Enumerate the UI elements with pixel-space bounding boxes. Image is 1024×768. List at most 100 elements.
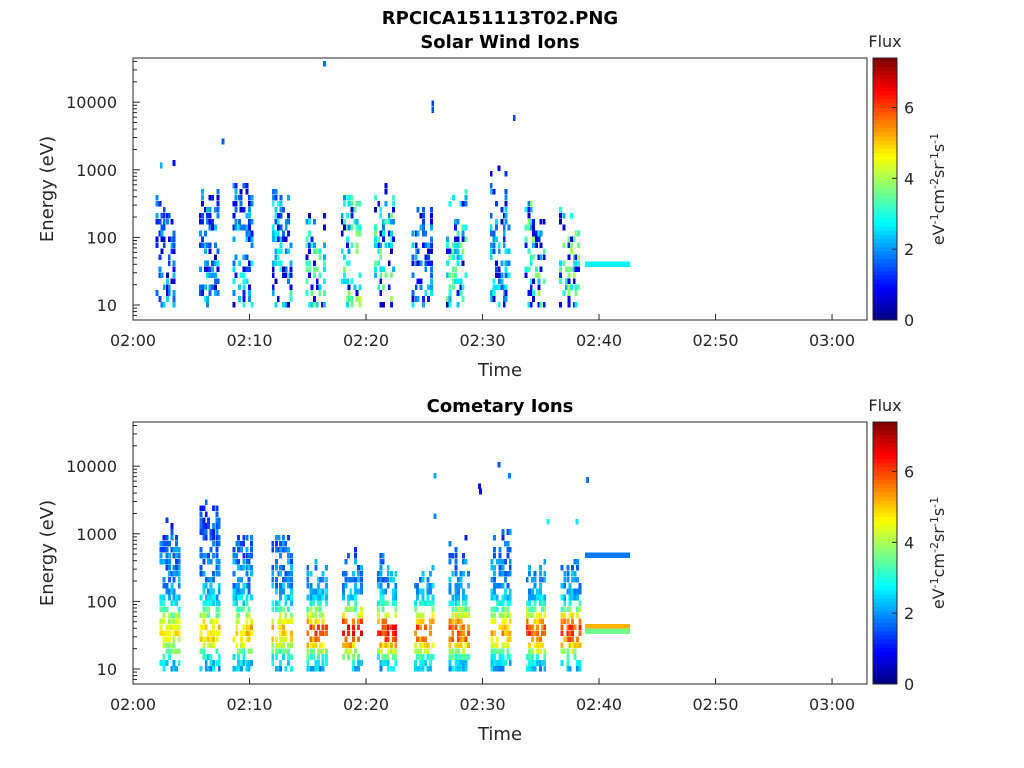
heatmap-cell [495, 648, 499, 654]
heatmap-cell [390, 272, 393, 278]
colorbar-step [873, 139, 897, 145]
heatmap-cell [418, 600, 422, 607]
heatmap-cell [502, 290, 506, 296]
heatmap-cell [248, 218, 251, 225]
heatmap-cell [507, 272, 511, 278]
heatmap-cell [206, 206, 210, 213]
x-tick-label: 03:00 [809, 695, 855, 714]
heatmap-cell [571, 588, 574, 595]
heatmap-cell [245, 630, 249, 636]
heatmap-cell [212, 523, 215, 529]
heatmap-cell [424, 254, 428, 261]
heatmap-cell [245, 278, 249, 284]
heatmap-cell [461, 624, 465, 631]
heatmap-cell [168, 594, 171, 601]
heatmap-cell [563, 576, 567, 583]
heatmap-cell [461, 230, 465, 237]
colorbar-step [873, 471, 897, 476]
heatmap-cell [618, 552, 622, 558]
heatmap-cell [284, 218, 288, 225]
colorbar-step [873, 270, 897, 276]
heatmap-cell [250, 260, 254, 267]
heatmap-cell [452, 195, 455, 201]
heatmap-cell [204, 624, 208, 631]
heatmap-cell [310, 290, 314, 296]
heatmap-cell [237, 559, 240, 565]
heatmap-cell [490, 612, 494, 619]
heatmap-cell [508, 594, 512, 601]
heatmap-cell [172, 570, 176, 577]
heatmap-cell [529, 200, 533, 207]
heatmap-cell [289, 284, 293, 290]
heatmap-cell [416, 296, 420, 302]
heatmap-cell [386, 564, 390, 571]
colorbar-step [873, 569, 897, 575]
heatmap-cell [172, 296, 176, 302]
figure-title: RPCICA151113T02.PNG [382, 8, 618, 29]
heatmap-cell [162, 236, 166, 243]
heatmap-cell [162, 636, 166, 642]
heatmap-cell [199, 553, 203, 559]
heatmap-cell [531, 576, 534, 583]
colorbar-tick-label: 4 [904, 169, 914, 188]
heatmap-cell [377, 200, 381, 207]
heatmap-cell [392, 218, 395, 225]
heatmap-cell [573, 642, 577, 648]
heatmap-cell [357, 576, 360, 583]
colorbar-step [873, 160, 897, 166]
heatmap-cell [574, 260, 578, 267]
heatmap-cell [429, 582, 432, 589]
heatmap-cell [212, 535, 215, 541]
heatmap-cell [590, 261, 594, 267]
heatmap-cell [235, 624, 239, 631]
heatmap-cell [610, 261, 614, 267]
heatmap-cell [175, 541, 178, 547]
heatmap-cell [568, 642, 572, 648]
heatmap-cell [204, 523, 208, 529]
heatmap-cell [578, 618, 582, 625]
colorbar-frame [872, 57, 898, 321]
plot-area[interactable] [132, 57, 868, 321]
heatmap-cell [448, 296, 452, 302]
heatmap-cell [248, 230, 251, 237]
heatmap-cell [282, 648, 285, 654]
heatmap-cell [539, 588, 542, 595]
heatmap-cell [279, 242, 283, 249]
heatmap-cell [165, 636, 169, 642]
heatmap-cell [424, 230, 428, 237]
heatmap-cell [392, 266, 395, 272]
heatmap-cell [289, 260, 293, 267]
heatmap-cell [232, 212, 236, 219]
heatmap-cell [448, 254, 452, 261]
y-tick-label: 100 [86, 228, 117, 247]
heatmap-cell [277, 618, 281, 625]
heatmap-cell [355, 230, 359, 237]
plot-area[interactable] [132, 421, 868, 685]
heatmap-cell [250, 564, 254, 571]
heatmap-cell [543, 630, 547, 636]
heatmap-cell [414, 660, 417, 666]
heatmap-cell [567, 272, 571, 278]
heatmap-cell [501, 618, 505, 625]
heatmap-cell [540, 630, 544, 636]
heatmap-cell [242, 606, 246, 613]
heatmap-cell [528, 660, 532, 666]
heatmap-cell [155, 200, 159, 207]
heatmap-cell [314, 636, 318, 642]
heatmap-cells [155, 60, 630, 308]
heatmap-cell [317, 660, 320, 666]
heatmap-cell [305, 242, 309, 249]
heatmap-cell [459, 612, 463, 619]
heatmap-cell [454, 624, 458, 631]
heatmap-cell [279, 630, 282, 636]
heatmap-cell [162, 206, 166, 213]
heatmap-cell [527, 248, 531, 255]
heatmap-cell [627, 552, 630, 558]
heatmap-cell [374, 195, 378, 201]
heatmap-cell [448, 636, 452, 642]
heatmap-cell [536, 660, 540, 666]
heatmap-cell [170, 278, 174, 284]
heatmap-cell [240, 547, 244, 553]
heatmap-cell [426, 296, 430, 302]
colorbar-step [873, 512, 897, 517]
